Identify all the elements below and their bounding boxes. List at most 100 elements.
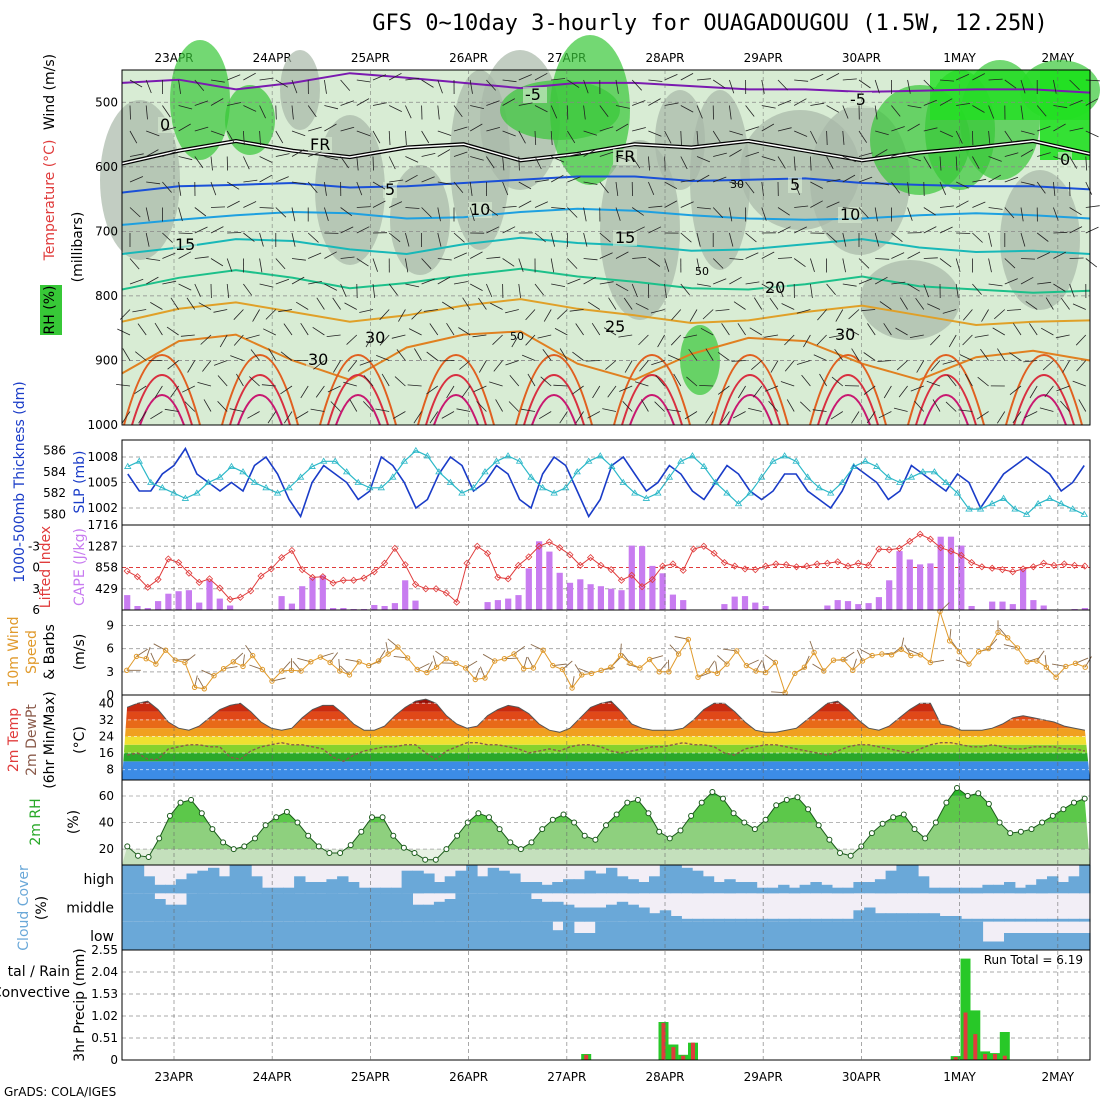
thickness-point xyxy=(596,452,604,459)
wind-speed-point xyxy=(540,647,546,653)
wind-barb xyxy=(599,281,614,285)
cloud-cell xyxy=(509,921,521,950)
cloud-cell xyxy=(563,879,575,894)
wind-barb xyxy=(502,226,516,234)
pressure-tick-label: 600 xyxy=(95,160,118,174)
wind-barb xyxy=(249,376,260,387)
wind-barb xyxy=(233,334,244,346)
wind-barb xyxy=(280,385,293,395)
rh-point xyxy=(666,835,673,842)
wind-speed-point xyxy=(308,659,314,665)
wind-barb xyxy=(599,105,609,117)
wind-barb xyxy=(259,258,263,273)
wind-barb xyxy=(324,156,339,161)
wind-barb xyxy=(227,74,241,81)
wind-barb xyxy=(505,309,519,314)
wind-barb xyxy=(518,156,520,171)
wind-barb xyxy=(340,79,351,91)
wind-barb xyxy=(243,232,255,242)
wind-barb xyxy=(343,381,357,387)
lifted-index-point xyxy=(1070,561,1079,569)
wind-speed-point xyxy=(511,651,517,657)
rh-point xyxy=(932,819,939,826)
wind-barb xyxy=(1053,79,1057,94)
wind-barb xyxy=(182,385,195,393)
cloud-cell xyxy=(186,921,198,950)
wind-barb xyxy=(615,156,630,161)
wind-barb xyxy=(615,251,629,259)
wind-barb xyxy=(810,130,818,144)
wind-barb xyxy=(683,334,698,339)
wind-barb xyxy=(650,309,665,314)
wind-barb xyxy=(583,276,596,285)
thickness-point xyxy=(723,489,731,496)
wind-barb xyxy=(486,100,500,106)
cloud-cell xyxy=(552,930,564,950)
lifted-index-tick-label: 3 xyxy=(32,582,40,596)
wind-barb xyxy=(631,283,638,298)
lifted-index-ylabel: Lifted Index xyxy=(38,526,54,608)
wind-speed-point xyxy=(133,653,140,660)
wind-barb xyxy=(1060,400,1070,412)
hot-isotherm-arch xyxy=(719,374,781,426)
cloud-cell xyxy=(993,918,1005,922)
wind-barb xyxy=(1004,207,1015,219)
wind-barb xyxy=(521,354,536,361)
wind-speed-point xyxy=(859,658,866,664)
wind-barb xyxy=(476,401,487,412)
cloud-cell xyxy=(939,921,951,950)
wind-speed-point xyxy=(1063,663,1069,670)
cloud-cell xyxy=(864,882,876,894)
cloud-cell xyxy=(649,913,661,922)
wind-barb xyxy=(575,323,584,336)
wind-barb xyxy=(502,181,509,196)
cloud-cell xyxy=(788,921,801,950)
wind-speed-point xyxy=(472,676,478,683)
wind-barb xyxy=(583,258,598,261)
lifted-index-point xyxy=(350,576,358,584)
wind-barb xyxy=(324,251,337,259)
wind-barb xyxy=(923,257,938,259)
cloud-cell xyxy=(1014,918,1027,922)
cape-bar xyxy=(886,580,893,610)
top-date-label: 24APR xyxy=(253,51,292,65)
wind-barb xyxy=(891,252,905,259)
label-bg xyxy=(833,327,857,343)
wind-barb xyxy=(307,181,318,193)
isotherm-line xyxy=(121,298,1091,327)
wind-barb xyxy=(638,334,649,346)
thickness-point xyxy=(930,468,939,475)
wind-barb xyxy=(696,207,711,210)
temp-tick-label: 24 xyxy=(99,729,114,743)
wind-barb xyxy=(145,105,148,120)
wind-barb xyxy=(308,126,322,132)
cape-bar xyxy=(1040,605,1047,610)
hot-isotherm-arch xyxy=(417,354,495,426)
wind-barb xyxy=(421,79,434,88)
wind-barb xyxy=(875,276,888,285)
cloud-cell xyxy=(455,870,467,894)
lifted-index-point xyxy=(247,587,255,595)
hot-isotherm-arch xyxy=(319,354,397,426)
wind-barb xyxy=(1037,252,1050,259)
rh-point xyxy=(305,832,312,839)
wind-barb xyxy=(955,130,963,144)
wind-barb xyxy=(712,207,724,218)
cloud-cell xyxy=(756,887,768,894)
wind-speed-point xyxy=(298,668,304,674)
wind-barb xyxy=(557,309,568,320)
cape-bar xyxy=(185,590,192,610)
cape-bar xyxy=(577,579,584,610)
cloud-cell xyxy=(638,907,650,922)
cloud-cell xyxy=(165,904,177,922)
wind-barb xyxy=(486,79,496,91)
cloud-cell xyxy=(681,867,693,894)
wind-barb xyxy=(437,232,442,247)
wind-barb xyxy=(955,283,959,298)
cape-bar xyxy=(855,604,862,610)
precip-tick-label: 2.55 xyxy=(91,943,118,957)
wind-barb xyxy=(518,130,526,144)
cloud-cell xyxy=(552,882,564,894)
wind-barb xyxy=(619,385,633,392)
